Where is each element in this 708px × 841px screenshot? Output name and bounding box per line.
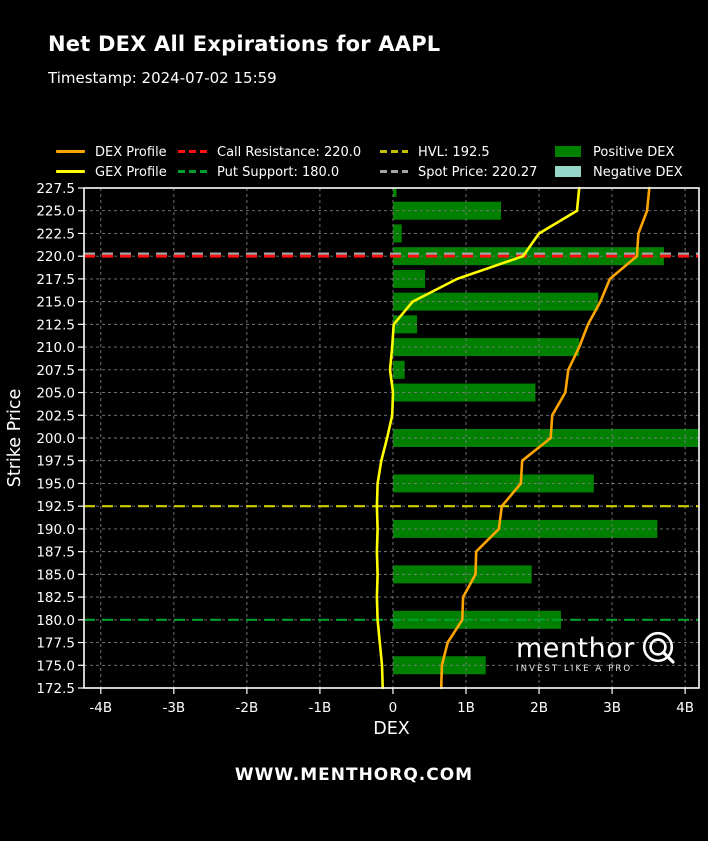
y-tick-label: 207.5	[36, 363, 75, 379]
watermark-brand: menthor	[516, 632, 635, 664]
y-tick-label: 180.0	[36, 613, 75, 629]
y-tick-label: 182.5	[36, 590, 75, 606]
x-tick-label: 2B	[530, 700, 548, 716]
y-tick-label: 187.5	[36, 545, 75, 561]
dex-bar	[392, 292, 599, 311]
y-tick-label: 212.5	[36, 317, 75, 333]
hvl-dash-swatch	[380, 150, 408, 153]
x-tick-label: 1B	[457, 700, 475, 716]
y-axis-title: Strike Price	[5, 389, 25, 488]
call-resistance-dash-swatch	[178, 150, 208, 153]
x-tick-label: 3B	[603, 700, 621, 716]
legend-label-call-resistance: Call Resistance: 220.0	[217, 145, 362, 160]
dex-profile-line-swatch	[56, 150, 85, 153]
dex-chart: -4B -3B -2B -1B 0 1B 2B 3B 4B 227.5 225.0 222.5 220.…	[5, 181, 700, 739]
gex-profile-line	[375, 186, 581, 690]
x-tick-label: -1B	[309, 700, 332, 716]
menthorq-logo-icon	[642, 631, 675, 664]
bars-group	[392, 188, 699, 675]
legend-label-negative-dex: Negative DEX	[593, 165, 683, 180]
y-tick-label: 217.5	[36, 272, 75, 288]
y-tick-label: 177.5	[36, 636, 75, 652]
dex-bar	[392, 519, 658, 538]
y-tick-label: 197.5	[36, 454, 75, 470]
y-tick-label: 220.0	[36, 249, 75, 265]
y-tick-label: 202.5	[36, 408, 75, 424]
y-tick-label: 215.0	[36, 295, 75, 311]
y-tick-label: 195.0	[36, 476, 75, 492]
legend-label-positive-dex: Positive DEX	[593, 145, 675, 160]
y-tick-label: 210.0	[36, 340, 75, 356]
dex-bar	[392, 201, 502, 220]
negative-dex-patch-swatch	[555, 166, 581, 177]
x-tick-label: 0	[389, 700, 398, 716]
legend-label-dex-profile: DEX Profile	[95, 145, 167, 160]
dex-bar	[392, 188, 397, 197]
website-footer: WWW.MENTHORQ.COM	[234, 765, 474, 785]
y-tick-label: 172.5	[36, 681, 75, 697]
y-tick-label: 200.0	[36, 431, 75, 447]
timestamp: Timestamp: 2024-07-02 15:59	[48, 69, 277, 87]
y-tick-label: 190.0	[36, 522, 75, 538]
spot-price-dash-swatch	[380, 170, 408, 173]
y-tick-label: 185.0	[36, 567, 75, 583]
x-tick-label: -4B	[89, 700, 112, 716]
level-lines-group	[84, 252, 699, 621]
axes-group: -4B -3B -2B -1B 0 1B 2B 3B 4B 227.5 225.0 222.5 220.…	[5, 181, 700, 739]
watermark-tagline: INVEST LIKE A PRO	[516, 664, 633, 674]
legend-label-put-support: Put Support: 180.0	[217, 165, 340, 180]
chart-title: Net DEX All Expirations for AAPL	[48, 32, 441, 56]
y-tick-label: 222.5	[36, 226, 75, 242]
y-tick-label: 205.0	[36, 386, 75, 402]
gex-profile-line-swatch	[56, 170, 85, 173]
watermark: menthor INVEST LIKE A PRO	[516, 629, 686, 674]
positive-dex-patch-swatch	[555, 146, 581, 157]
x-axis-title: DEX	[373, 719, 410, 739]
legend-label-gex-profile: GEX Profile	[95, 165, 167, 180]
legend-label-hvl: HVL: 192.5	[418, 145, 490, 160]
dex-bar	[392, 429, 699, 447]
dex-profile-line	[439, 186, 651, 690]
y-tick-label: 175.0	[36, 658, 75, 674]
legend-label-spot-price: Spot Price: 220.27	[418, 165, 538, 180]
x-tick-label: -2B	[236, 700, 259, 716]
y-tick-label: 227.5	[36, 181, 75, 197]
profile-lines-group	[375, 186, 651, 690]
y-tick-label: 192.5	[36, 499, 75, 515]
x-tick-label: 4B	[676, 700, 694, 716]
y-tick-label: 225.0	[36, 204, 75, 220]
put-support-dash-swatch	[178, 170, 208, 173]
legend: DEX Profile GEX Profile Call Resistance:…	[0, 0, 708, 190]
x-tick-label: -3B	[162, 700, 185, 716]
